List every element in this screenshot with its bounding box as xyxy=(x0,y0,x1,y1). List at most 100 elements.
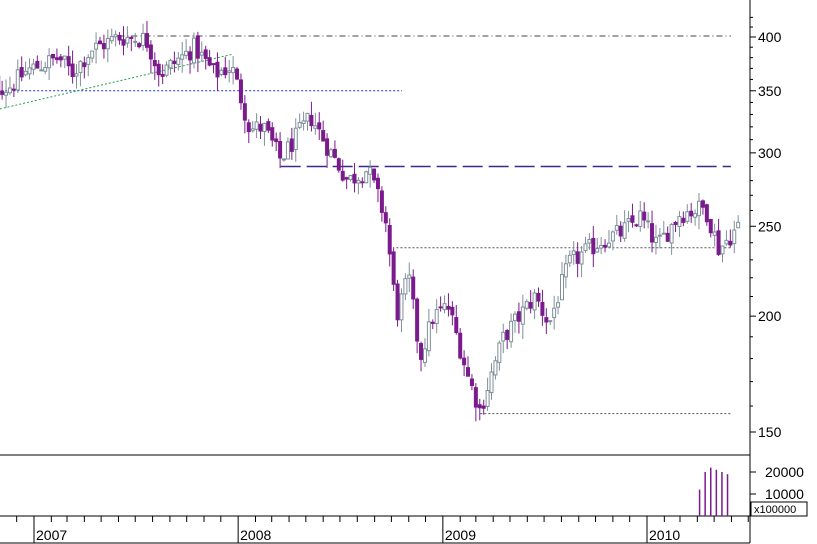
axis-labels: 150 200 250 300 350 400 10000 20000 x100000 2007 2… xyxy=(36,29,808,543)
candle-body xyxy=(583,243,588,252)
candle-body xyxy=(297,122,302,128)
candle-body xyxy=(78,60,83,74)
candle-body xyxy=(250,128,255,132)
candle-body xyxy=(328,149,333,158)
candle-body xyxy=(591,237,596,255)
candle-body xyxy=(168,59,173,69)
candle-body xyxy=(141,32,146,46)
candle-body xyxy=(622,222,627,239)
candle-body xyxy=(599,245,604,249)
candle-body xyxy=(242,103,247,121)
candle-body xyxy=(618,225,623,237)
reference-lines xyxy=(0,35,731,415)
candle-body xyxy=(23,70,28,76)
candle-body xyxy=(364,171,369,184)
candle-body xyxy=(31,63,36,70)
candle-body xyxy=(101,43,106,50)
candle-body xyxy=(442,303,447,311)
candle-body xyxy=(630,215,635,223)
candle-body xyxy=(219,69,224,76)
candle-body xyxy=(313,125,318,129)
candle-body xyxy=(258,123,263,132)
candle-body xyxy=(685,211,690,222)
candle-body xyxy=(94,42,99,50)
candle-body xyxy=(657,234,662,237)
candle-body xyxy=(540,301,545,316)
candle-body xyxy=(422,348,427,364)
candle-body xyxy=(164,64,169,76)
candle-body xyxy=(274,138,279,143)
candle-body xyxy=(207,57,212,66)
candle-body xyxy=(39,69,44,72)
candle-body xyxy=(626,218,631,222)
candle-body xyxy=(66,56,71,67)
candle-body xyxy=(462,357,467,366)
candle-body xyxy=(638,210,643,227)
candle-body xyxy=(47,55,52,69)
candle-body xyxy=(117,34,122,41)
candle-body xyxy=(199,51,204,56)
candle-body xyxy=(19,67,24,78)
candle-body xyxy=(35,60,40,69)
price-tick-label: 250 xyxy=(758,218,782,234)
candle-body xyxy=(235,68,240,80)
candle-body xyxy=(211,63,216,66)
candle-body xyxy=(7,87,12,94)
candle-body xyxy=(356,179,361,184)
candle-body xyxy=(661,232,666,235)
candle-body xyxy=(144,33,149,48)
candle-body xyxy=(105,37,110,50)
candle-body xyxy=(697,200,702,217)
candle-body xyxy=(309,114,314,127)
price-tick-label: 400 xyxy=(758,29,782,45)
candle-body xyxy=(97,40,102,45)
candle-body xyxy=(262,122,267,133)
candle-body xyxy=(665,232,670,242)
candle-body xyxy=(113,34,118,38)
candle-body xyxy=(82,62,87,68)
candle-body xyxy=(466,367,471,377)
candle-body xyxy=(238,79,243,104)
candle-body xyxy=(497,342,502,363)
candle-body xyxy=(411,276,416,300)
candle-body xyxy=(129,36,134,39)
candle-body xyxy=(532,292,537,311)
candle-body xyxy=(528,302,533,309)
candle-body xyxy=(505,329,510,340)
candle-body xyxy=(524,301,529,309)
chart-axes xyxy=(0,0,756,544)
candle-body xyxy=(109,35,114,42)
candle-body xyxy=(317,122,322,130)
price-tick-label: 300 xyxy=(758,145,782,161)
candle-body xyxy=(148,44,153,60)
candle-body xyxy=(184,50,189,56)
candle-body xyxy=(708,218,713,234)
candle-body xyxy=(340,170,345,181)
candle-body xyxy=(383,212,388,224)
candle-body xyxy=(90,50,95,59)
candle-body xyxy=(606,242,611,248)
candle-body xyxy=(458,332,463,359)
candle-body xyxy=(74,73,79,77)
candle-body xyxy=(559,274,564,301)
candle-body xyxy=(736,221,741,229)
candle-body xyxy=(160,74,165,77)
candle-body xyxy=(571,250,576,256)
price-tick-label: 200 xyxy=(758,308,782,324)
candle-body xyxy=(610,231,615,242)
price-tick-label: 150 xyxy=(758,424,782,440)
candle-body xyxy=(27,67,32,75)
volume-tick-label: 20000 xyxy=(765,464,804,480)
candle-body xyxy=(485,390,490,407)
volume-multiplier-label: x100000 xyxy=(754,504,796,516)
candle-body xyxy=(642,211,647,221)
candle-body xyxy=(509,320,514,343)
candle-body xyxy=(395,283,400,321)
candle-body xyxy=(137,43,142,48)
candle-body xyxy=(195,35,200,59)
candle-body xyxy=(70,63,75,78)
price-tick-label: 350 xyxy=(758,83,782,99)
candle-body xyxy=(51,53,56,59)
candle-body xyxy=(325,138,330,156)
candle-body xyxy=(700,200,705,208)
